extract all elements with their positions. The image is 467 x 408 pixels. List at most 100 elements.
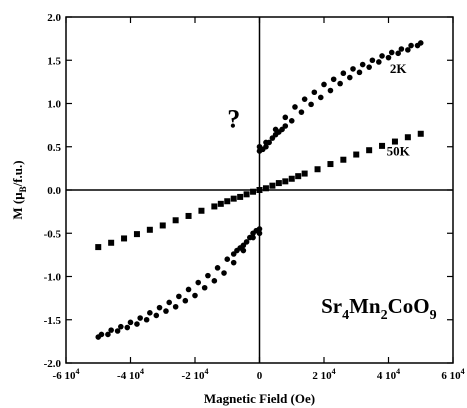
point-2k [414,42,421,49]
point-50k [379,142,386,149]
data-points [95,40,424,340]
point-2k [405,47,411,53]
y-tick-label: 1.0 [47,99,61,111]
point-2k [221,270,227,276]
point-50k [121,235,128,242]
point-2k [147,310,153,316]
point-50k [269,182,276,189]
point-2k [395,50,401,57]
point-2k [350,66,356,72]
point-50k [211,203,218,210]
x-tick-label: 4 104 [377,367,400,382]
point-50k [133,231,140,238]
point-2k [321,81,327,88]
point-50k [224,198,231,205]
point-2k [379,53,385,59]
y-tick-label: 0.0 [47,185,61,197]
point-50k [391,138,398,145]
point-2k [182,297,189,304]
point-50k [243,191,250,198]
point-2k [172,303,179,310]
y-tick-label: 1.5 [47,55,61,67]
point-2k [288,118,295,124]
point-2k [185,286,192,293]
point-2k [337,80,343,87]
annotations: 2K 50K? Sr4Mn2CoO9 [227,61,436,323]
x-tick-labels: -6 104 -4 104 -2 104 0 2 104 4 104 6 104 [53,367,465,382]
point-50k [404,134,411,141]
point-50k [198,207,205,214]
point-2k [114,328,121,334]
point-2k [105,331,111,338]
x-tick-label: -4 104 [117,367,144,382]
point-2k [214,265,221,271]
point-2k [108,327,114,333]
point-50k [417,130,424,137]
point-50k [288,175,295,182]
point-2k [224,256,231,263]
point-50k [327,161,334,168]
point-2k [143,316,150,323]
point-50k [275,180,282,187]
point-50k [301,170,308,177]
y-tick-labels: 2.0 1.5 1.0 0.5 0.0 -0.5 -1.0 -1.5 -2.0 [44,12,62,370]
point-2k [201,284,208,291]
y-tick-label: 2.0 [47,12,61,24]
point-2k [156,304,163,311]
point-2k [247,234,253,241]
y-tick-label: -1.0 [44,272,62,284]
point-50k [353,151,360,158]
point-2k [385,54,392,61]
point-50k [366,147,373,154]
point-50k [282,178,289,185]
point-2k [127,319,134,326]
point-2k [230,251,237,257]
point-2k [301,96,308,102]
point-2k [282,123,289,129]
point-2k [211,278,218,284]
point-50k [159,222,166,229]
point-2k [282,114,289,121]
point-50k [95,244,102,251]
point-2k [137,315,143,321]
point-2k [298,109,305,115]
x-tick-label: -6 104 [53,367,80,382]
point-2k [153,312,160,319]
point-50k [314,166,321,173]
point-50k [185,212,192,219]
point-2k [376,59,382,65]
point-2k [388,49,395,56]
x-tick-label: 2 104 [312,367,335,382]
point-50k [108,239,115,246]
label-2k: 2K [390,61,408,76]
point-2k [366,64,372,70]
point-2k [311,89,318,96]
x-tick-label: 6 104 [441,367,464,382]
axis-ticks [65,16,454,364]
point-2k [166,299,172,306]
y-tick-label: -1.5 [44,315,62,327]
question-mark: ? [227,105,240,134]
point-2k [317,94,324,101]
point-2k [118,323,124,330]
point-2k [340,70,347,77]
point-50k [295,173,302,180]
point-2k [205,272,211,279]
point-50k [146,226,153,233]
point-50k [217,200,224,207]
point-50k [250,188,257,195]
point-2k [124,324,131,331]
point-2k [263,143,269,150]
point-2k [330,76,337,83]
y-tick-label: -2.0 [44,358,62,370]
point-50k [262,185,269,192]
point-2k [266,139,272,146]
point-50k [256,187,263,193]
point-2k [230,259,237,266]
x-axis-title: Magnetic Field (Oe) [204,391,315,406]
point-2k [398,46,405,52]
point-2k [327,87,334,94]
point-2k [134,321,140,327]
point-2k [292,104,298,110]
